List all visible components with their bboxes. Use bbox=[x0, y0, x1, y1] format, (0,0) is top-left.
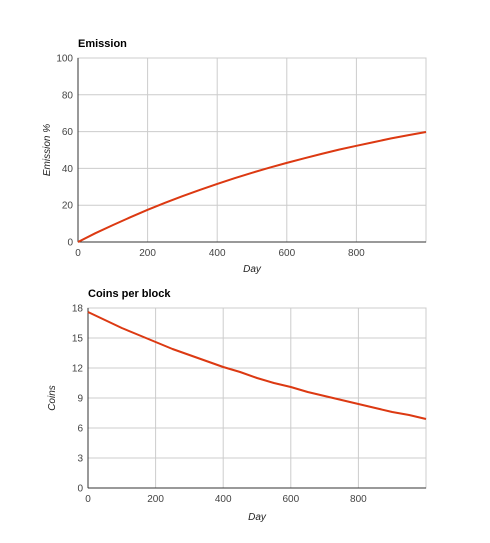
chart1-title: Emission bbox=[78, 38, 127, 50]
chart2-x-tick-label: 400 bbox=[215, 494, 232, 505]
chart1-y-tick-label: 80 bbox=[62, 90, 74, 101]
chart1-y-tick-label: 20 bbox=[62, 201, 74, 212]
chart2-x-tick-label: 800 bbox=[350, 494, 367, 505]
chart1-y-tick-label: 40 bbox=[62, 164, 74, 175]
chart1-x-tick-label: 0 bbox=[75, 248, 81, 259]
chart2-series-line bbox=[87, 311, 427, 420]
chart2-y-tick-label: 18 bbox=[72, 304, 84, 315]
chart1-x-tick-label: 600 bbox=[278, 248, 295, 259]
chart2-y-axis-label: Coins bbox=[47, 385, 58, 411]
chart1-x-tick-label: 800 bbox=[348, 248, 365, 259]
chart1-x-tick-label: 200 bbox=[139, 248, 156, 259]
chart2-y-tick-label: 0 bbox=[77, 484, 83, 495]
chart1-x-tick-label: 400 bbox=[209, 248, 226, 259]
chart2-title: Coins per block bbox=[88, 288, 171, 300]
chart2-y-tick-label: 12 bbox=[72, 364, 84, 375]
chart2-y-tick-label: 3 bbox=[77, 454, 83, 465]
chart1-y-tick-label: 100 bbox=[56, 54, 73, 65]
chart2-x-tick-label: 0 bbox=[85, 494, 91, 505]
chart1-x-axis-label: Day bbox=[243, 264, 262, 275]
chart2-y-tick-label: 15 bbox=[72, 334, 84, 345]
chart1-series-line bbox=[77, 131, 427, 243]
chart2-y-tick-label: 6 bbox=[77, 424, 83, 435]
chart2-x-tick-label: 600 bbox=[282, 494, 299, 505]
chart1-y-tick-label: 0 bbox=[67, 238, 73, 249]
chart2-y-tick-label: 9 bbox=[77, 394, 83, 405]
chart1-y-tick-label: 60 bbox=[62, 127, 74, 138]
chart2-x-tick-label: 200 bbox=[147, 494, 164, 505]
chart1-y-axis-label: Emission % bbox=[42, 124, 53, 176]
chart2-x-axis-label: Day bbox=[248, 512, 267, 523]
chart1-plot-frame bbox=[77, 57, 427, 243]
